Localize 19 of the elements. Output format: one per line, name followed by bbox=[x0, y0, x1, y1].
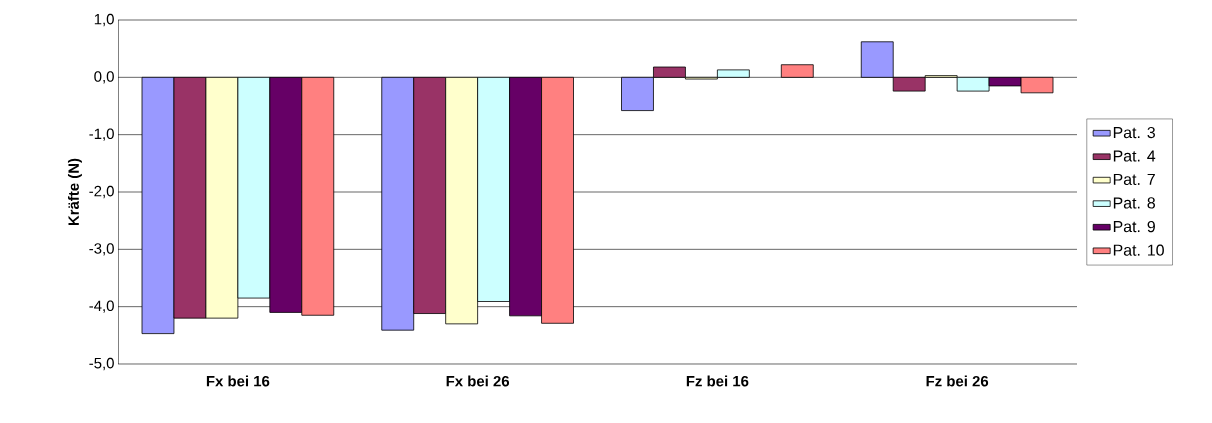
y-tick-label: -4,0 bbox=[89, 300, 114, 313]
y-tick-label: -5,0 bbox=[89, 357, 114, 371]
x-tick-label: Fz bei 26 bbox=[926, 375, 989, 387]
legend-label: Pat. 4 bbox=[1113, 150, 1156, 162]
x-tick-label: Fz bei 16 bbox=[686, 375, 749, 387]
legend-label: Pat. 8 bbox=[1113, 197, 1155, 209]
y-tick-label: -2,0 bbox=[89, 185, 114, 199]
y-tick-label: 0,0 bbox=[94, 71, 114, 84]
bar bbox=[780, 64, 814, 78]
legend-label: Pat. 7 bbox=[1113, 173, 1155, 186]
x-tick-label: Fx bei 16 bbox=[206, 375, 270, 387]
x-tick-label: Fx bei 26 bbox=[446, 375, 510, 387]
y-tick-label: -1,0 bbox=[89, 128, 114, 141]
legend-label: Pat. 9 bbox=[1113, 220, 1155, 233]
legend-label: Pat. 10 bbox=[1113, 244, 1164, 256]
y-tick-label: 1,0 bbox=[94, 13, 114, 27]
y-tick-label: -3,0 bbox=[89, 243, 114, 256]
legend-label: Pat. 3 bbox=[1113, 126, 1155, 139]
y-axis-title: Kräfte (N) bbox=[67, 158, 82, 226]
